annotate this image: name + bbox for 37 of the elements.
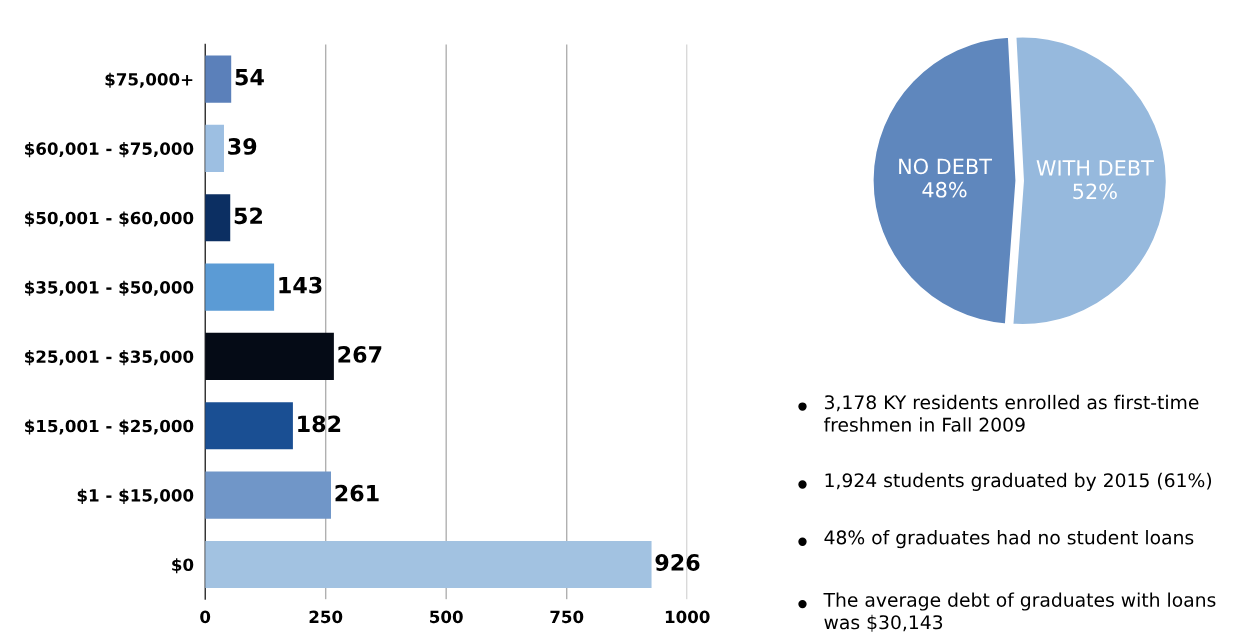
y-tick-label: $0 — [172, 558, 194, 574]
data-label: 143 — [279, 276, 322, 294]
bar — [205, 194, 231, 242]
bar — [205, 55, 232, 103]
slice-label: NO DEBT — [899, 158, 993, 175]
x-tick-label: 750 — [550, 610, 584, 624]
text: 48% of graduates had no student loans — [824, 530, 1194, 549]
y-tick-label: $50,001 - $60,000 — [25, 211, 194, 227]
bar — [205, 402, 293, 450]
y-tick-label: $60,001 - $75,000 — [25, 142, 194, 158]
data-label: 39 — [228, 138, 257, 155]
text: 3,178 KY residents enrolled as first-time freshmen in Fall 2009 — [823, 394, 1199, 432]
x-tick-label: 0 — [200, 610, 211, 624]
x-tick-label: 1000 — [665, 610, 710, 624]
data-label: 926 — [655, 554, 700, 571]
bar — [205, 263, 275, 311]
y-tick-label: $75,000+ — [105, 72, 193, 88]
slice-label: WITH DEBT — [1036, 160, 1154, 176]
bar — [205, 332, 334, 380]
data-label: 52% — [1073, 183, 1117, 200]
data-label: 261 — [335, 484, 379, 502]
x-tick-label: 500 — [430, 610, 463, 624]
text: 1,924 students graduated by 2015 (61%) — [825, 472, 1212, 491]
y-tick-label: $1 - $15,000 — [77, 488, 194, 504]
data-label: 48% — [922, 181, 967, 198]
data-label: 267 — [338, 346, 382, 363]
y-tick-label: $35,001 - $50,000 — [25, 280, 194, 296]
bar — [205, 540, 652, 589]
text: The average debt of graduates with loans was $30,143 — [823, 592, 1216, 632]
data-label: 52 — [234, 207, 263, 225]
bar — [205, 124, 224, 172]
data-label: 54 — [235, 68, 264, 86]
data-label: 182 — [298, 415, 341, 433]
y-tick-label: $15,001 - $25,000 — [25, 419, 194, 435]
y-tick-label: $25,001 - $35,000 — [25, 350, 194, 366]
x-tick-label: 250 — [309, 610, 343, 624]
bar — [205, 471, 331, 519]
